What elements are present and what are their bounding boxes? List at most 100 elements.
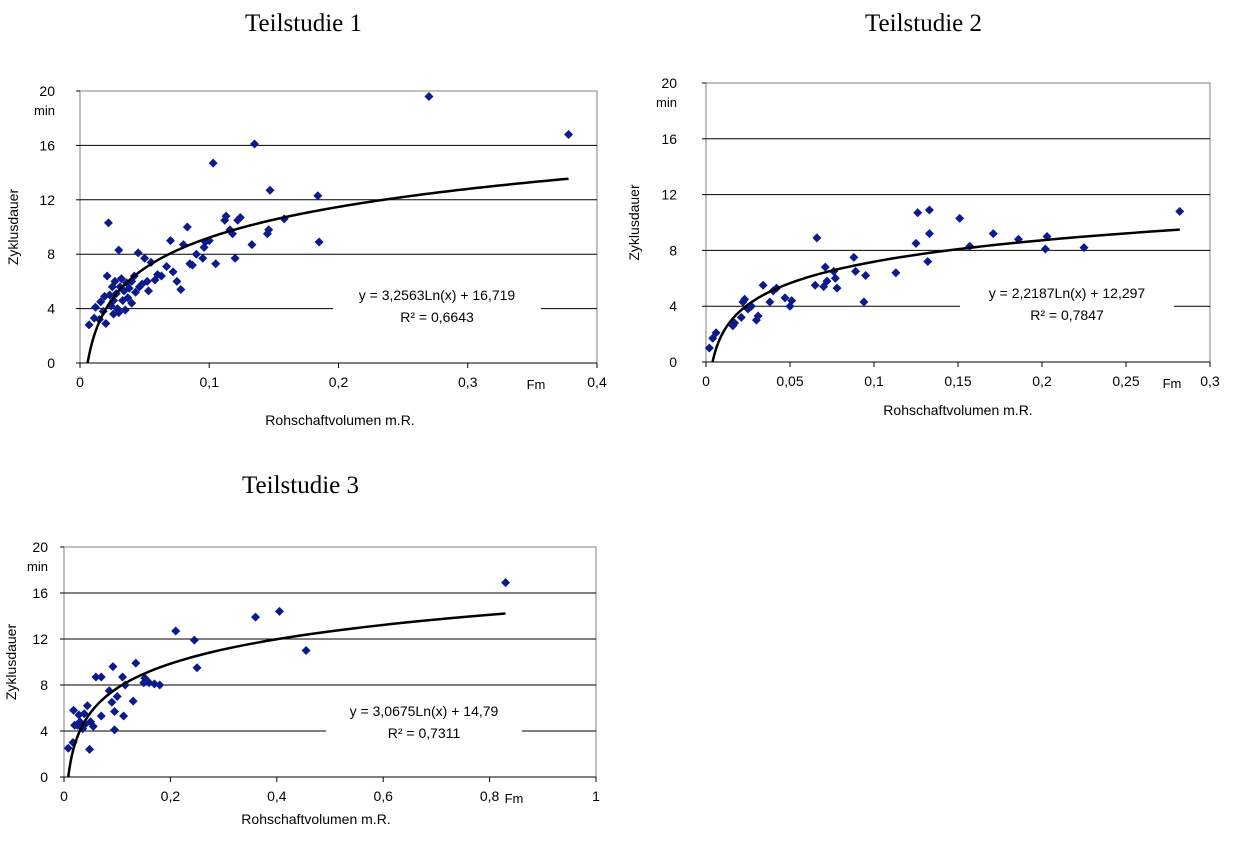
x-tick-label: 0,6 (373, 788, 393, 804)
data-point (116, 274, 126, 284)
data-point (822, 276, 832, 286)
x-axis-title: Rohschaftvolumen m.R. (241, 811, 390, 827)
data-point (265, 185, 275, 195)
data-point (110, 706, 120, 716)
data-point (830, 273, 840, 283)
data-point (102, 271, 112, 281)
data-point (155, 680, 165, 690)
data-point (96, 672, 106, 682)
data-point (780, 293, 790, 303)
data-point (119, 711, 129, 721)
data-point (124, 283, 134, 293)
data-point (123, 293, 133, 303)
data-point (264, 225, 274, 235)
data-point (112, 692, 122, 701)
x-tick-label: 0,2 (161, 788, 181, 804)
y-tick-label: 8 (669, 242, 677, 258)
scatter-plot: 0 4 8 12 16 20 min 0 0,1 0,2 0,3 0,4 Fm Rohschaftvolu… (5, 83, 607, 428)
data-point (128, 696, 138, 706)
data-point (274, 606, 284, 616)
trendline-label-box (326, 699, 522, 747)
x-unit-label: Fm (505, 791, 524, 806)
data-point (118, 672, 128, 682)
x-tick-label: 0,2 (1032, 373, 1052, 389)
data-point (208, 158, 218, 168)
data-point (140, 253, 150, 263)
data-point (1175, 206, 1185, 216)
y-axis-title: Zyklusdauer (3, 624, 19, 701)
y-axis-title: Zyklusdauer (626, 184, 642, 261)
y-tick-label: 16 (32, 585, 48, 601)
x-tick-label: 0,3 (458, 374, 478, 390)
x-tick-label: 0 (60, 788, 68, 804)
data-point (91, 302, 101, 312)
data-point (746, 301, 756, 311)
data-point (751, 315, 761, 325)
data-point (187, 260, 197, 270)
x-unit-label: Fm (1163, 376, 1182, 391)
x-tick-label: 0,2 (329, 374, 349, 390)
data-point (849, 252, 859, 262)
data-point (103, 218, 113, 228)
data-point (192, 663, 202, 673)
trendline-equation: y = 3,2563Ln(x) + 16,719 (359, 287, 516, 303)
scatter-plot: 0 4 8 12 16 20 min 0 0,05 0,1 0,15 0,2 0,25 0,3 Fm Rohs… (626, 75, 1220, 418)
data-point (859, 297, 869, 307)
data-point (189, 635, 199, 645)
data-point (736, 312, 746, 322)
data-point (168, 267, 178, 277)
data-point (182, 222, 192, 232)
y-tick-label: 0 (669, 354, 677, 370)
data-point (191, 249, 201, 259)
data-point (144, 286, 154, 296)
x-tick-label: 0,3 (1200, 373, 1220, 389)
data-point (1079, 243, 1089, 253)
chart-teilstudie-2: Teilstudie 2 0 4 8 12 16 20 min 0 0,05 0,1 0,15 0,2… (620, 0, 1236, 440)
scatter-plot: 0 4 8 12 16 20 min 0 0,2 0,4 0,6 0,8 1 Fm Rohschaftvol… (3, 539, 600, 827)
data-point (176, 285, 186, 295)
y-unit-label: min (27, 559, 48, 574)
data-point (105, 290, 115, 300)
chart-title: Teilstudie 1 (245, 10, 362, 37)
x-axis-title: Rohschaftvolumen m.R. (883, 402, 1032, 418)
data-point (69, 705, 79, 715)
data-point (96, 297, 106, 307)
data-point (127, 298, 137, 308)
data-point (251, 612, 261, 622)
data-point (313, 191, 323, 201)
trendline-label-box (333, 283, 541, 331)
data-point (820, 262, 830, 272)
data-point (314, 237, 324, 247)
chart-title: Teilstudie 2 (865, 10, 982, 37)
data-point (221, 211, 231, 221)
y-tick-label: 12 (661, 187, 677, 203)
x-tick-label: 0,1 (864, 373, 884, 389)
x-tick-label: 0 (76, 374, 84, 390)
data-point (810, 280, 820, 290)
data-point (88, 721, 98, 731)
trendline (86, 177, 569, 364)
data-point (82, 701, 92, 711)
data-point (171, 626, 181, 636)
y-tick-label: 0 (40, 769, 48, 785)
data-point (85, 744, 95, 754)
trendline-label-box (960, 281, 1174, 329)
x-tick-label: 0,8 (480, 788, 500, 804)
data-point (110, 276, 120, 286)
data-point (704, 343, 714, 353)
x-tick-label: 0 (702, 373, 710, 389)
x-tick-label: 0,4 (267, 788, 287, 804)
x-tick-label: 0,05 (776, 373, 803, 389)
trendline-r-squared: R² = 0,6643 (400, 309, 474, 325)
trendline (711, 228, 1180, 363)
data-point (711, 328, 721, 338)
data-point (96, 711, 106, 721)
x-axis-title: Rohschaftvolumen m.R. (265, 412, 414, 428)
y-tick-label: 4 (40, 723, 48, 739)
data-point (108, 662, 118, 672)
data-point (501, 578, 511, 588)
data-point (101, 319, 111, 329)
y-tick-label: 20 (32, 539, 48, 555)
data-point (172, 276, 182, 286)
data-point (955, 213, 965, 223)
